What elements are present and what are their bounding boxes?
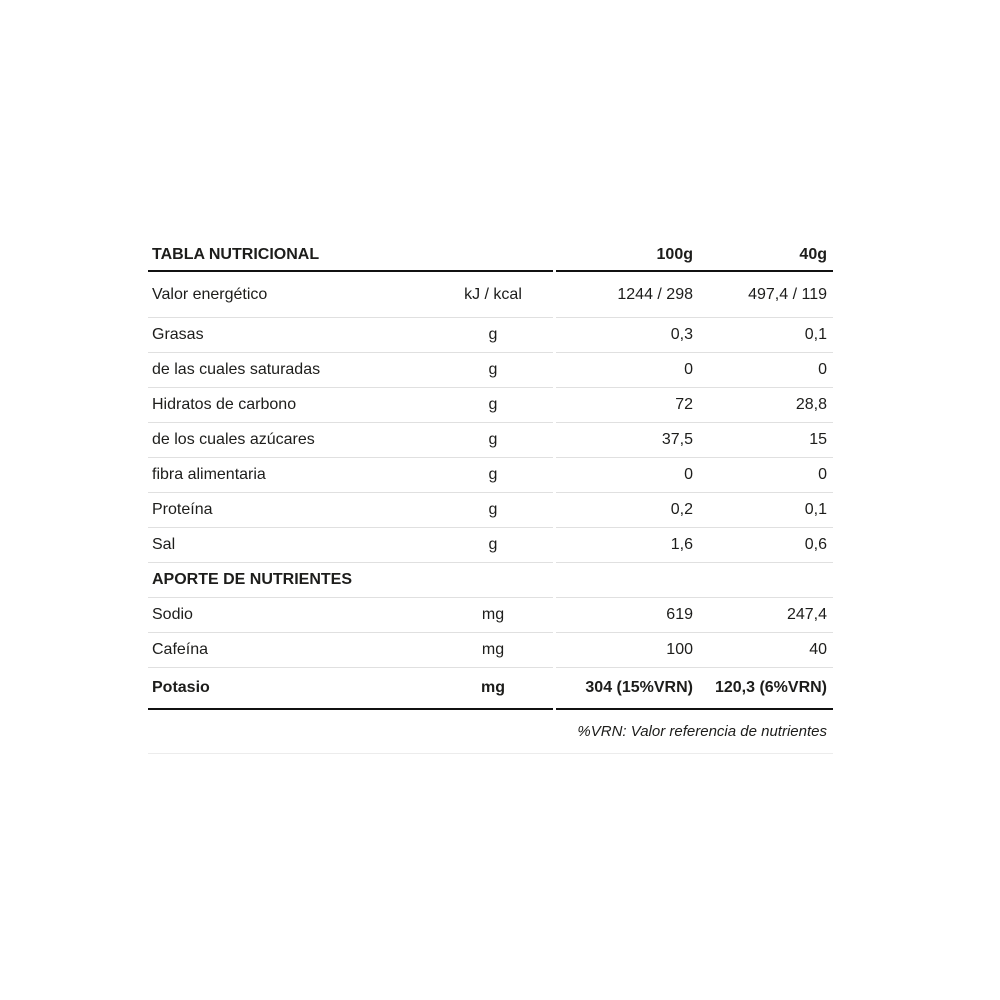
row-label: Potasio [152, 679, 210, 696]
table-row-fibra: fibra alimentaria g 0 0 [148, 458, 833, 493]
table-title: TABLA NUTRICIONAL [152, 246, 320, 263]
table-row-grasas: Grasas g 0,3 0,1 [148, 318, 833, 353]
table-row-potasio: Potasio mg 304 (15%VRN) 120,3 (6%VRN) [148, 668, 833, 710]
row-label: Hidratos de carbono [152, 396, 297, 413]
row-unit: mg [481, 606, 505, 623]
row-value-100g: 37,5 [661, 431, 693, 448]
row-value-100g: 1244 / 298 [617, 285, 693, 303]
table-row-cafeina: Cafeína mg 100 40 [148, 633, 833, 668]
table-row-sodio: Sodio mg 619 247,4 [148, 598, 833, 633]
row-value-40g: 0 [818, 466, 827, 483]
row-unit: g [488, 326, 498, 343]
row-value-100g: 1,6 [670, 536, 693, 553]
row-unit: mg [481, 641, 505, 658]
row-value-40g: 497,4 / 119 [748, 285, 827, 303]
row-value-40g: 0,6 [804, 536, 827, 553]
column-header-40g: 40g [799, 246, 827, 263]
section-header: APORTE DE NUTRIENTES [152, 571, 353, 588]
row-value-100g: 100 [666, 641, 693, 658]
row-label: Proteína [152, 501, 213, 518]
row-unit: g [488, 361, 498, 378]
table-row-hidratos: Hidratos de carbono g 72 28,8 [148, 388, 833, 423]
nutrition-table: TABLA NUTRICIONAL 100g 40g Valor energét… [148, 240, 833, 754]
row-label: Sodio [152, 606, 193, 623]
row-value-40g: 40 [809, 641, 827, 658]
row-value-40g: 0,1 [804, 501, 827, 518]
row-unit: g [488, 466, 498, 483]
row-value-100g: 72 [675, 396, 693, 413]
row-value-40g: 247,4 [786, 606, 827, 623]
table-row-valor-energetico: Valor energético kJ / kcal 1244 / 298 49… [148, 272, 833, 318]
table-row-sal: Sal g 1,6 0,6 [148, 528, 833, 563]
row-unit: mg [481, 679, 505, 696]
row-value-40g: 15 [809, 431, 827, 448]
column-header-100g: 100g [656, 246, 693, 263]
table-header-row: TABLA NUTRICIONAL 100g 40g [148, 240, 833, 272]
row-value-100g: 0 [684, 361, 693, 378]
row-value-100g: 0,3 [670, 326, 693, 343]
row-value-100g: 619 [666, 606, 693, 623]
row-unit: kJ / kcal [464, 285, 522, 303]
row-label: Sal [152, 536, 176, 553]
row-label: Cafeína [152, 641, 209, 658]
table-row-saturadas: de las cuales saturadas g 0 0 [148, 353, 833, 388]
row-value-100g: 304 (15%VRN) [585, 679, 693, 696]
row-label: Grasas [152, 326, 204, 343]
row-unit: g [488, 501, 498, 518]
row-label: fibra alimentaria [152, 466, 266, 483]
row-label: de los cuales azúcares [152, 431, 315, 448]
row-value-40g: 0 [818, 361, 827, 378]
vrn-footnote: %VRN: Valor referencia de nutrientes [148, 710, 833, 754]
row-unit: g [488, 431, 498, 448]
row-value-40g: 120,3 (6%VRN) [714, 679, 827, 696]
row-value-40g: 28,8 [795, 396, 827, 413]
row-value-100g: 0,2 [670, 501, 693, 518]
section-header-row: APORTE DE NUTRIENTES [148, 563, 833, 598]
row-label: de las cuales saturadas [152, 361, 321, 378]
table-row-azucares: de los cuales azúcares g 37,5 15 [148, 423, 833, 458]
row-label: Valor energético [152, 285, 268, 303]
row-unit: g [488, 396, 498, 413]
row-value-40g: 0,1 [804, 326, 827, 343]
row-value-100g: 0 [684, 466, 693, 483]
row-unit: g [488, 536, 498, 553]
table-row-proteina: Proteína g 0,2 0,1 [148, 493, 833, 528]
